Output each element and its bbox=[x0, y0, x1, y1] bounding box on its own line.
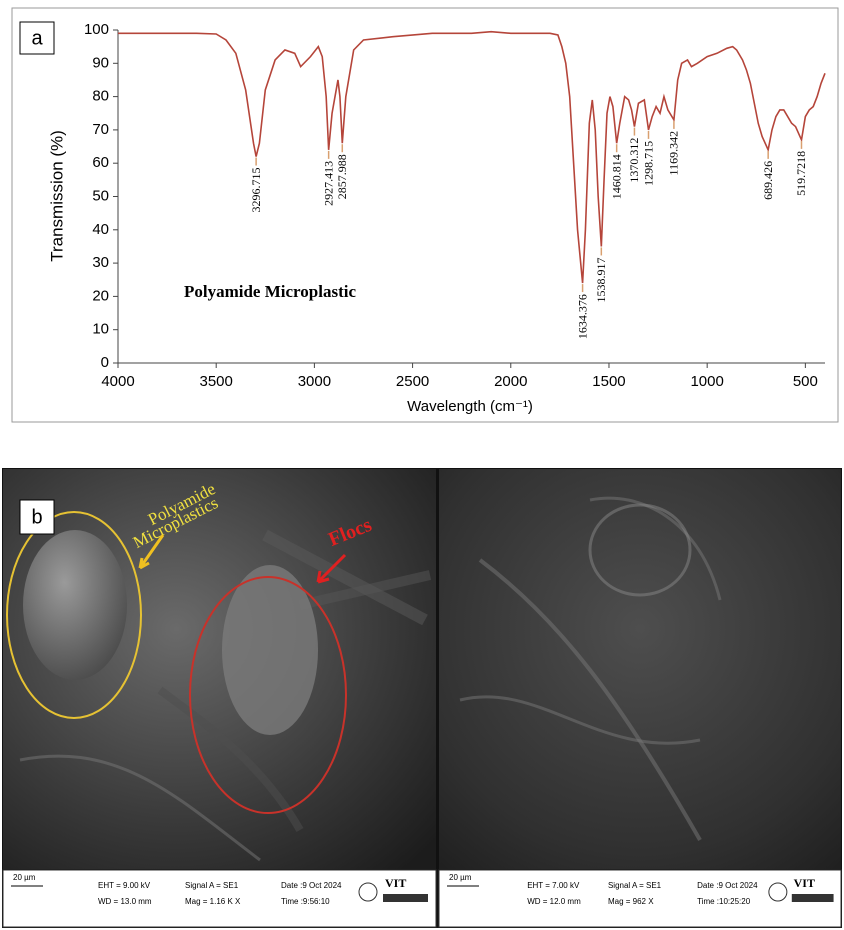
y-tick-label: 70 bbox=[92, 121, 109, 138]
peak-label: 2857.988 bbox=[335, 154, 349, 199]
sem-info: Signal A = SE1 bbox=[608, 881, 662, 890]
y-tick-label: 30 bbox=[92, 254, 109, 271]
peak-label: 2927.413 bbox=[321, 161, 335, 206]
sem-info: Time :10:25:20 bbox=[697, 897, 751, 906]
x-tick-label: 3000 bbox=[298, 373, 331, 390]
logo-emblem bbox=[358, 882, 378, 902]
sem-info: Date :9 Oct 2024 bbox=[281, 881, 342, 890]
peak-label: 1634.376 bbox=[575, 294, 589, 339]
y-tick-label: 60 bbox=[92, 154, 109, 171]
y-tick-label: 100 bbox=[84, 21, 109, 38]
info-bar bbox=[438, 869, 842, 928]
scale-label: 20 µm bbox=[449, 873, 472, 882]
peak-label: 1538.917 bbox=[594, 257, 608, 302]
peak-label: 3296.715 bbox=[249, 168, 263, 213]
info-bars: 20 µm EHT = 9.00 kV WD = 13.0 mm Signal A =… bbox=[2, 869, 842, 928]
y-axis-title: Transmission (%) bbox=[47, 130, 66, 262]
x-tick-label: 500 bbox=[793, 373, 818, 390]
y-tick-label: 0 bbox=[101, 354, 109, 371]
x-tick-label: 1000 bbox=[690, 373, 723, 390]
highlight-ellipse bbox=[6, 511, 142, 719]
sem-info: EHT = 7.00 kV bbox=[527, 881, 580, 890]
panel-label: a bbox=[31, 27, 43, 49]
logo-strip bbox=[791, 894, 834, 902]
x-tick-label: 2500 bbox=[396, 373, 429, 390]
spectrum-line bbox=[118, 30, 826, 284]
peak-label: 1298.715 bbox=[641, 141, 655, 186]
y-tick-label: 80 bbox=[92, 88, 109, 105]
panel-label: b bbox=[31, 506, 42, 528]
x-tick-label: 1500 bbox=[592, 373, 625, 390]
peak-label: 1460.814 bbox=[609, 154, 623, 199]
peak-label: 689.426 bbox=[761, 161, 775, 200]
x-tick-label: 4000 bbox=[101, 373, 134, 390]
microplastic-particle bbox=[23, 530, 127, 680]
sem-info: Time :9:56:10 bbox=[281, 897, 330, 906]
scale-label: 20 µm bbox=[13, 873, 36, 882]
panel-label-box bbox=[19, 499, 55, 535]
peak-label: 519.7218 bbox=[794, 151, 808, 196]
y-tick-label: 50 bbox=[92, 187, 109, 204]
sem-info: Signal A = SE1 bbox=[185, 881, 239, 890]
sem-info: WD = 13.0 mm bbox=[98, 897, 152, 906]
x-tick-label: 3500 bbox=[200, 373, 233, 390]
callout-arrow bbox=[316, 553, 347, 584]
y-tick-label: 10 bbox=[92, 321, 109, 338]
logo-text: VIT bbox=[794, 876, 815, 890]
peak-label: 1370.312 bbox=[627, 138, 641, 183]
sem-info: Mag = 962 X bbox=[608, 897, 654, 906]
sem-info: WD = 12.0 mm bbox=[527, 897, 581, 906]
info-bar bbox=[2, 869, 437, 928]
y-tick-label: 40 bbox=[92, 221, 109, 238]
panel-a-frame bbox=[11, 7, 839, 423]
panel-label-box bbox=[19, 21, 55, 55]
sem-info: Date :9 Oct 2024 bbox=[697, 881, 758, 890]
peak-label: 1169.342 bbox=[667, 131, 681, 176]
logo-text: VIT bbox=[385, 876, 406, 890]
highlight-ellipse bbox=[189, 576, 347, 814]
logo-emblem bbox=[768, 882, 788, 902]
chart: 0 10 20 30 40 50 60 70 80 90 100 4000 3500 3000 2500 20… bbox=[84, 21, 826, 390]
sem-texture bbox=[19, 496, 722, 862]
logo-strip bbox=[383, 894, 428, 902]
sem-info: EHT = 9.00 kV bbox=[98, 881, 151, 890]
sem-info: Mag = 1.16 K X bbox=[185, 897, 241, 906]
floc-particle bbox=[222, 565, 318, 735]
callout-arrow bbox=[138, 534, 165, 570]
y-tick-label: 90 bbox=[92, 54, 109, 71]
y-tick-label: 20 bbox=[92, 287, 109, 304]
x-tick-label: 2000 bbox=[494, 373, 527, 390]
sem-image-right bbox=[439, 469, 841, 869]
x-axis-title: Wavelength (cm⁻¹) bbox=[407, 398, 533, 415]
annotation: Polyamide Microplastic bbox=[184, 282, 356, 301]
